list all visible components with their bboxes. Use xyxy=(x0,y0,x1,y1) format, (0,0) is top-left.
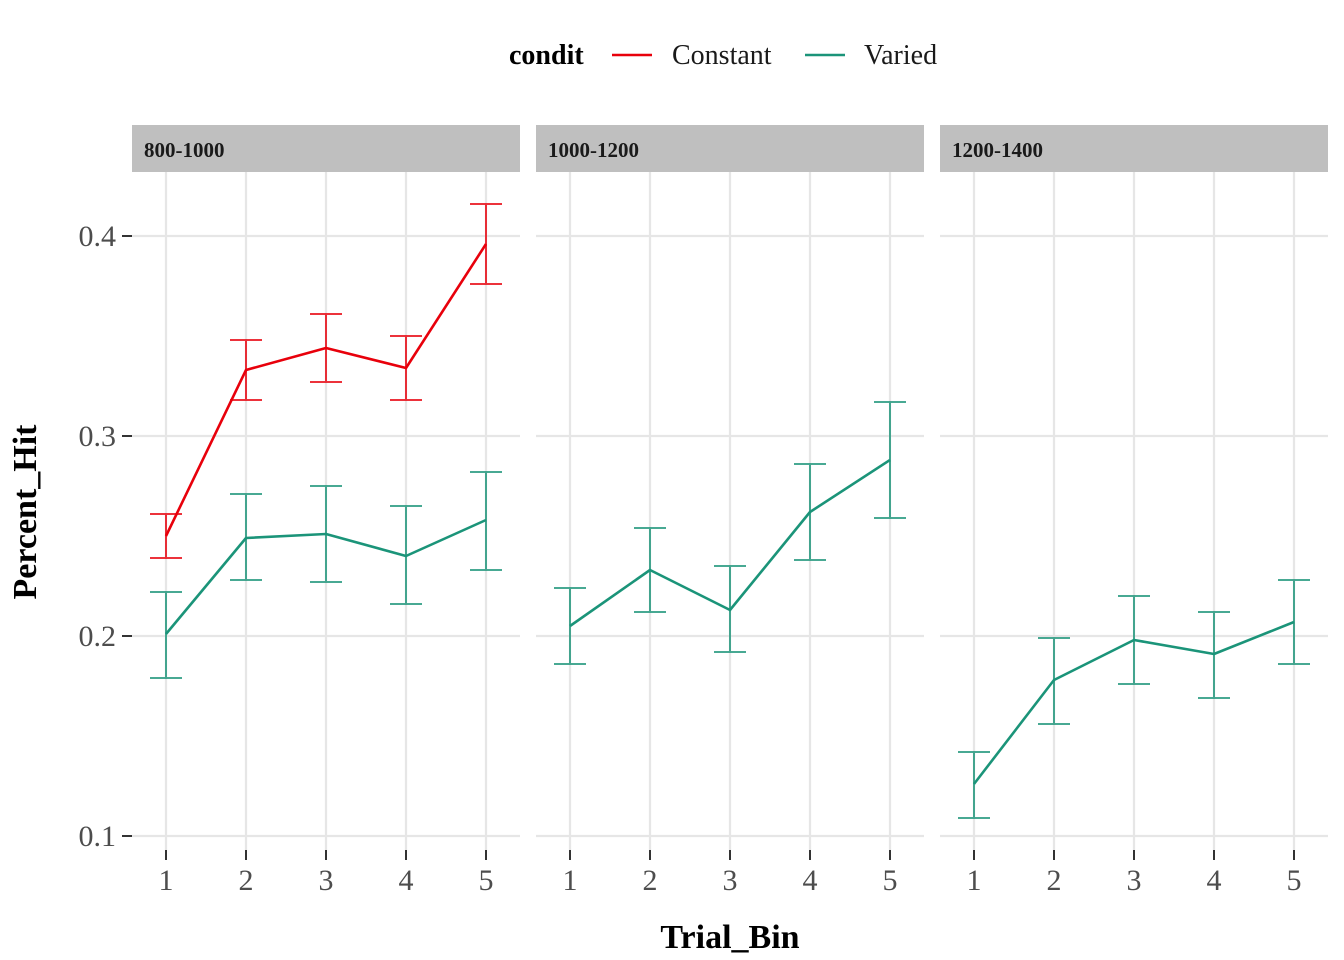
series-varied xyxy=(150,471,502,679)
legend-title: condit xyxy=(509,40,584,71)
legend: condit Constant Varied xyxy=(509,40,937,71)
error-bar xyxy=(958,751,990,819)
series-line-varied xyxy=(165,518,487,635)
x-tick-label: 5 xyxy=(479,864,494,897)
x-tick-label: 3 xyxy=(723,864,738,897)
x-tick-label: 2 xyxy=(239,864,254,897)
x-axis-title: Trial_Bin xyxy=(660,919,799,956)
x-tick-label: 4 xyxy=(399,864,414,897)
legend-item-varied: Varied xyxy=(805,40,937,71)
x-tick-label: 4 xyxy=(1207,864,1222,897)
x-tick-label: 3 xyxy=(1127,864,1142,897)
x-tick-label: 1 xyxy=(967,864,982,897)
error-bar xyxy=(150,591,182,679)
facet-strip xyxy=(940,125,1328,172)
series-constant xyxy=(150,203,502,559)
facet-panel-2: 1000-1200 1 2 3 4 5 xyxy=(536,125,924,897)
y-tick-label: 0.3 xyxy=(79,420,117,453)
series-line-varied xyxy=(569,458,891,628)
facet-panels: 800-1000 1 2 3 4 5 1000-1200 1 2 3 4 5 1200-1400 1 2 3 4… xyxy=(132,125,1328,897)
legend-item-constant: Constant xyxy=(612,40,772,71)
legend-label: Constant xyxy=(672,40,772,71)
x-tick-label: 4 xyxy=(803,864,818,897)
series-line-varied xyxy=(972,620,1295,785)
x-tick-label: 3 xyxy=(319,864,334,897)
facet-strip-label: 800-1000 xyxy=(144,138,225,162)
y-axis: 0.1 0.2 0.3 0.4 xyxy=(79,220,132,853)
x-tick-label: 2 xyxy=(643,864,658,897)
y-tick-label: 0.1 xyxy=(79,820,117,853)
facet-strip-label: 1200-1400 xyxy=(952,138,1043,162)
x-tick-label: 1 xyxy=(563,864,578,897)
series-line-constant xyxy=(164,243,488,537)
x-tick-label: 1 xyxy=(159,864,174,897)
facet-panel-3: 1200-1400 1 2 3 4 5 xyxy=(940,125,1328,897)
x-tick-label: 2 xyxy=(1047,864,1062,897)
facet-strip xyxy=(536,125,924,172)
facet-panel-1: 800-1000 1 2 3 4 5 xyxy=(132,125,520,897)
y-axis-title: Percent_Hit xyxy=(7,424,44,600)
facet-strip xyxy=(132,125,520,172)
series-varied xyxy=(958,579,1310,819)
y-tick-label: 0.4 xyxy=(79,220,117,253)
x-tick-label: 5 xyxy=(883,864,898,897)
y-tick-label: 0.2 xyxy=(79,620,117,653)
x-tick-label: 5 xyxy=(1287,864,1302,897)
facet-strip-label: 1000-1200 xyxy=(548,138,639,162)
legend-label: Varied xyxy=(864,40,937,71)
series-varied xyxy=(554,401,906,665)
